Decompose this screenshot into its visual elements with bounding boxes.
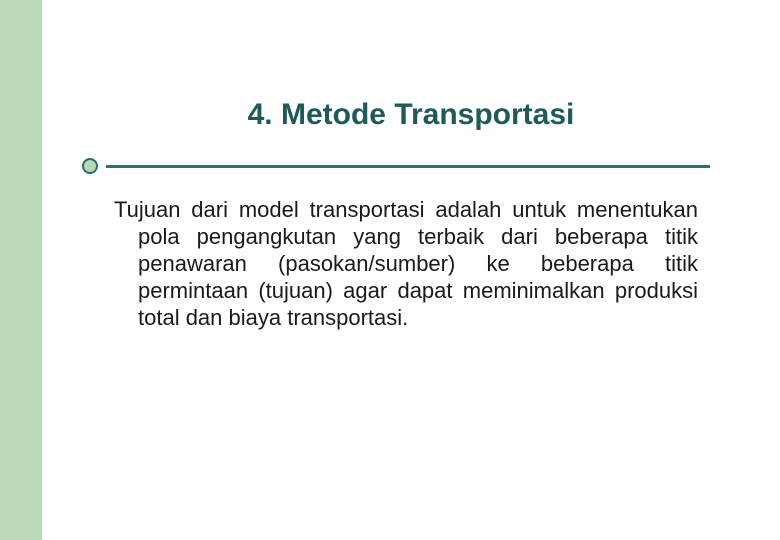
body-text-content: Tujuan dari model transportasi adalah un… <box>138 196 698 331</box>
slide-title: 4. Metode Transportasi <box>248 98 575 132</box>
slide: 4. Metode Transportasi Tujuan dari model… <box>0 0 780 540</box>
content-area: 4. Metode Transportasi Tujuan dari model… <box>42 0 780 540</box>
left-accent-band <box>0 0 42 540</box>
title-wrap: 4. Metode Transportasi <box>42 98 780 132</box>
bullet-dot-icon <box>82 158 98 174</box>
title-rule-row <box>82 158 710 176</box>
horizontal-rule <box>106 165 710 168</box>
body-paragraph: Tujuan dari model transportasi adalah un… <box>114 196 698 331</box>
